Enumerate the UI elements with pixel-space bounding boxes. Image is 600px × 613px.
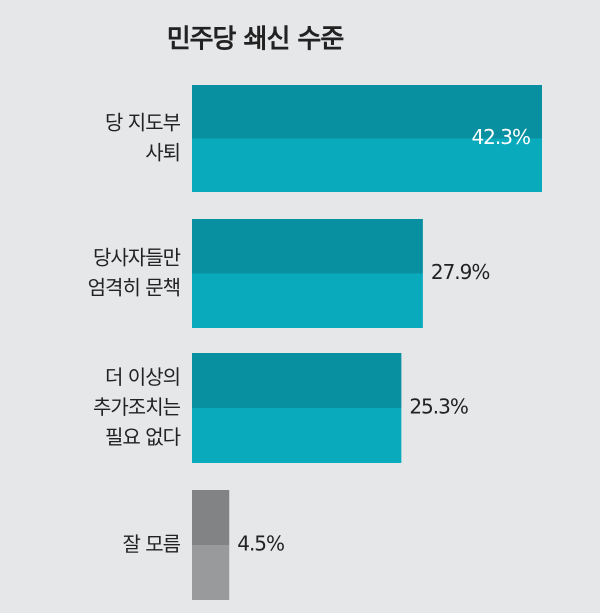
bar-shade	[192, 490, 230, 545]
value-label: 25.3%	[409, 395, 468, 419]
category-label: 당사자들만 엄격히 문책	[88, 245, 181, 299]
category-label: 더 이상의 추가조치는 필요 없다	[93, 365, 181, 449]
bar	[192, 353, 402, 463]
value-label: 4.5%	[237, 532, 284, 556]
bar-shade	[192, 85, 542, 139]
value-label: 42.3%	[471, 125, 530, 149]
bar	[192, 219, 423, 328]
bar	[192, 490, 230, 600]
value-label: 27.9%	[431, 260, 490, 284]
category-label: 당 지도부 사퇴	[105, 110, 181, 164]
category-label: 잘 모름	[122, 532, 180, 556]
bar	[192, 85, 542, 192]
bar-shade	[192, 219, 423, 274]
chart-title: 민주당 쇄신 수준	[167, 25, 345, 55]
bar-shade	[192, 353, 402, 408]
